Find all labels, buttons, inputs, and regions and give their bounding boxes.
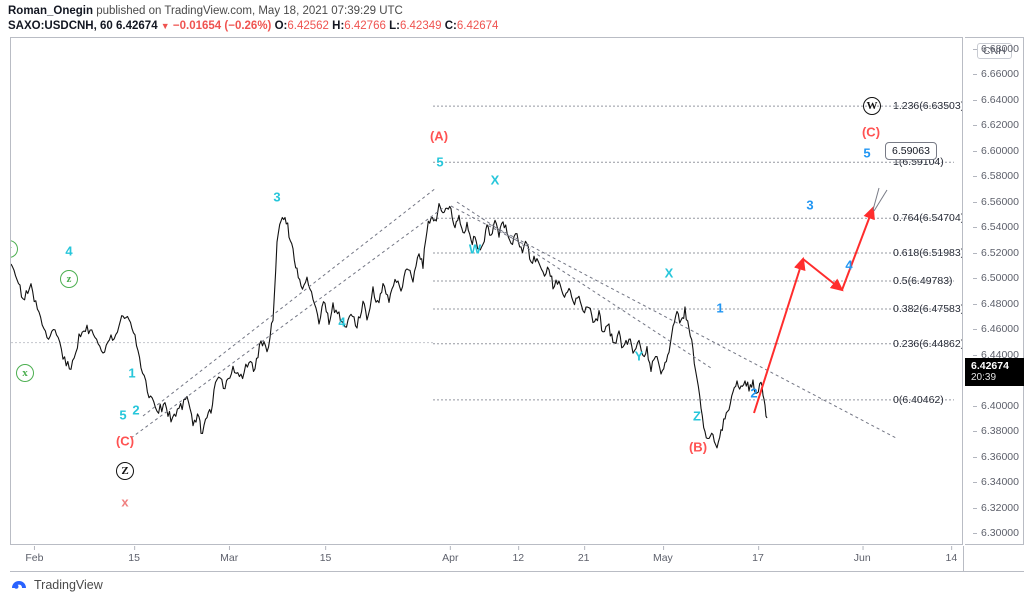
price-change: −0.01654 (−0.26%) [172,20,272,32]
down-triangle-icon: ▼ [160,21,170,31]
fib-level-label: 0.764(6.54704) [893,212,963,225]
fib-level-label: 0(6.40462) [893,393,944,406]
price-tick: 6.38000 [973,425,1019,438]
time-tick: 15 [128,546,140,564]
symbol-title[interactable]: SAXO:USDCNH, 60 [8,20,113,32]
high-key: H: [332,20,345,32]
publication-meta: published on TradingView.com, May 18, 20… [96,5,403,17]
price-tooltip-bubble[interactable]: 6.59063 [885,142,937,160]
price-tick: 6.64000 [973,93,1019,106]
low-key: L: [389,20,400,32]
price-tick: 6.52000 [973,246,1019,259]
price-tick: 6.68000 [973,42,1019,55]
price-scale[interactable]: CNH 6.68000 6.66000 6.64000 6.62000 6.60000 6… [965,37,1024,545]
price-tick: 6.46000 [973,323,1019,336]
price-tick: 6.40000 [973,399,1019,412]
wave-label-circled: W [863,97,881,115]
low-value: 6.42349 [399,20,442,32]
close-key: C: [444,20,457,32]
fib-level-label: 0.382(6.47583) [893,303,963,316]
fib-level-label: 0.236(6.44862) [893,337,963,350]
price-tick: 6.30000 [973,527,1019,540]
time-tick: Jun [853,546,871,564]
time-tick: Mar [220,546,239,564]
chart-plot-area[interactable]: 1.236(6.63503) 1(6.59104) 0.764(6.54704) 0.… [10,37,963,545]
open-value: 6.42562 [287,20,329,32]
chart-header: Roman_Onegin published on TradingView.co… [8,4,908,33]
tradingview-logo-icon [12,581,26,589]
price-tick: 6.62000 [973,119,1019,132]
tradingview-footer: TradingView [10,578,103,592]
time-tick: 15 [319,546,332,564]
time-tick: 21 [577,546,590,564]
price-tick: 6.50000 [973,272,1019,285]
symbol-quote-line: SAXO:USDCNH, 60 6.42674 ▼ −0.01654 (−0.2… [8,19,908,33]
open-key: O: [274,20,288,32]
fib-level-label: 1.236(6.63503) [893,100,963,113]
price-tick: 6.56000 [973,195,1019,208]
wave-label-circled: Z [116,462,134,480]
current-price-value: 6.42674 [971,359,1009,372]
chart-graphics-layer [11,105,954,449]
time-scale[interactable]: Feb 15 Mar 15 Apr 12 21 May 17 Jun 14 [10,546,1024,572]
close-value: 6.42674 [456,20,499,32]
price-tick: 6.60000 [973,144,1019,157]
last-price: 6.42674 [116,20,158,32]
time-scale-separator [963,546,964,572]
price-tick: 6.66000 [973,68,1019,81]
tradingview-brand-label: TradingView [34,578,103,592]
time-tick: Feb [25,546,44,564]
high-value: 6.42766 [344,20,386,32]
author-name: Roman_Onegin [8,5,93,17]
price-tick: 6.48000 [973,297,1019,310]
wave-label-circled: x [16,364,34,382]
price-tick: 6.58000 [973,170,1019,183]
time-tick: 12 [512,546,525,564]
time-tick: May [652,546,673,564]
fib-level-label: 0.618(6.51983) [893,246,963,259]
currency-badge: CNH [977,43,1012,59]
time-tick: Apr [442,546,459,564]
fib-level-label: 0.5(6.49783) [893,275,953,288]
publication-line: Roman_Onegin published on TradingView.co… [8,4,908,18]
bar-countdown: 20:39 [971,371,997,383]
current-price-label: 6.42674 20:39 [965,357,1024,386]
wave-label-circled: z [60,270,78,288]
price-tick: 6.54000 [973,221,1019,234]
time-tick: 17 [752,546,764,564]
price-tick: 6.32000 [973,501,1019,514]
time-tick: 14 [945,546,958,564]
price-tick: 6.34000 [973,476,1019,489]
price-tick: 6.36000 [973,450,1019,463]
